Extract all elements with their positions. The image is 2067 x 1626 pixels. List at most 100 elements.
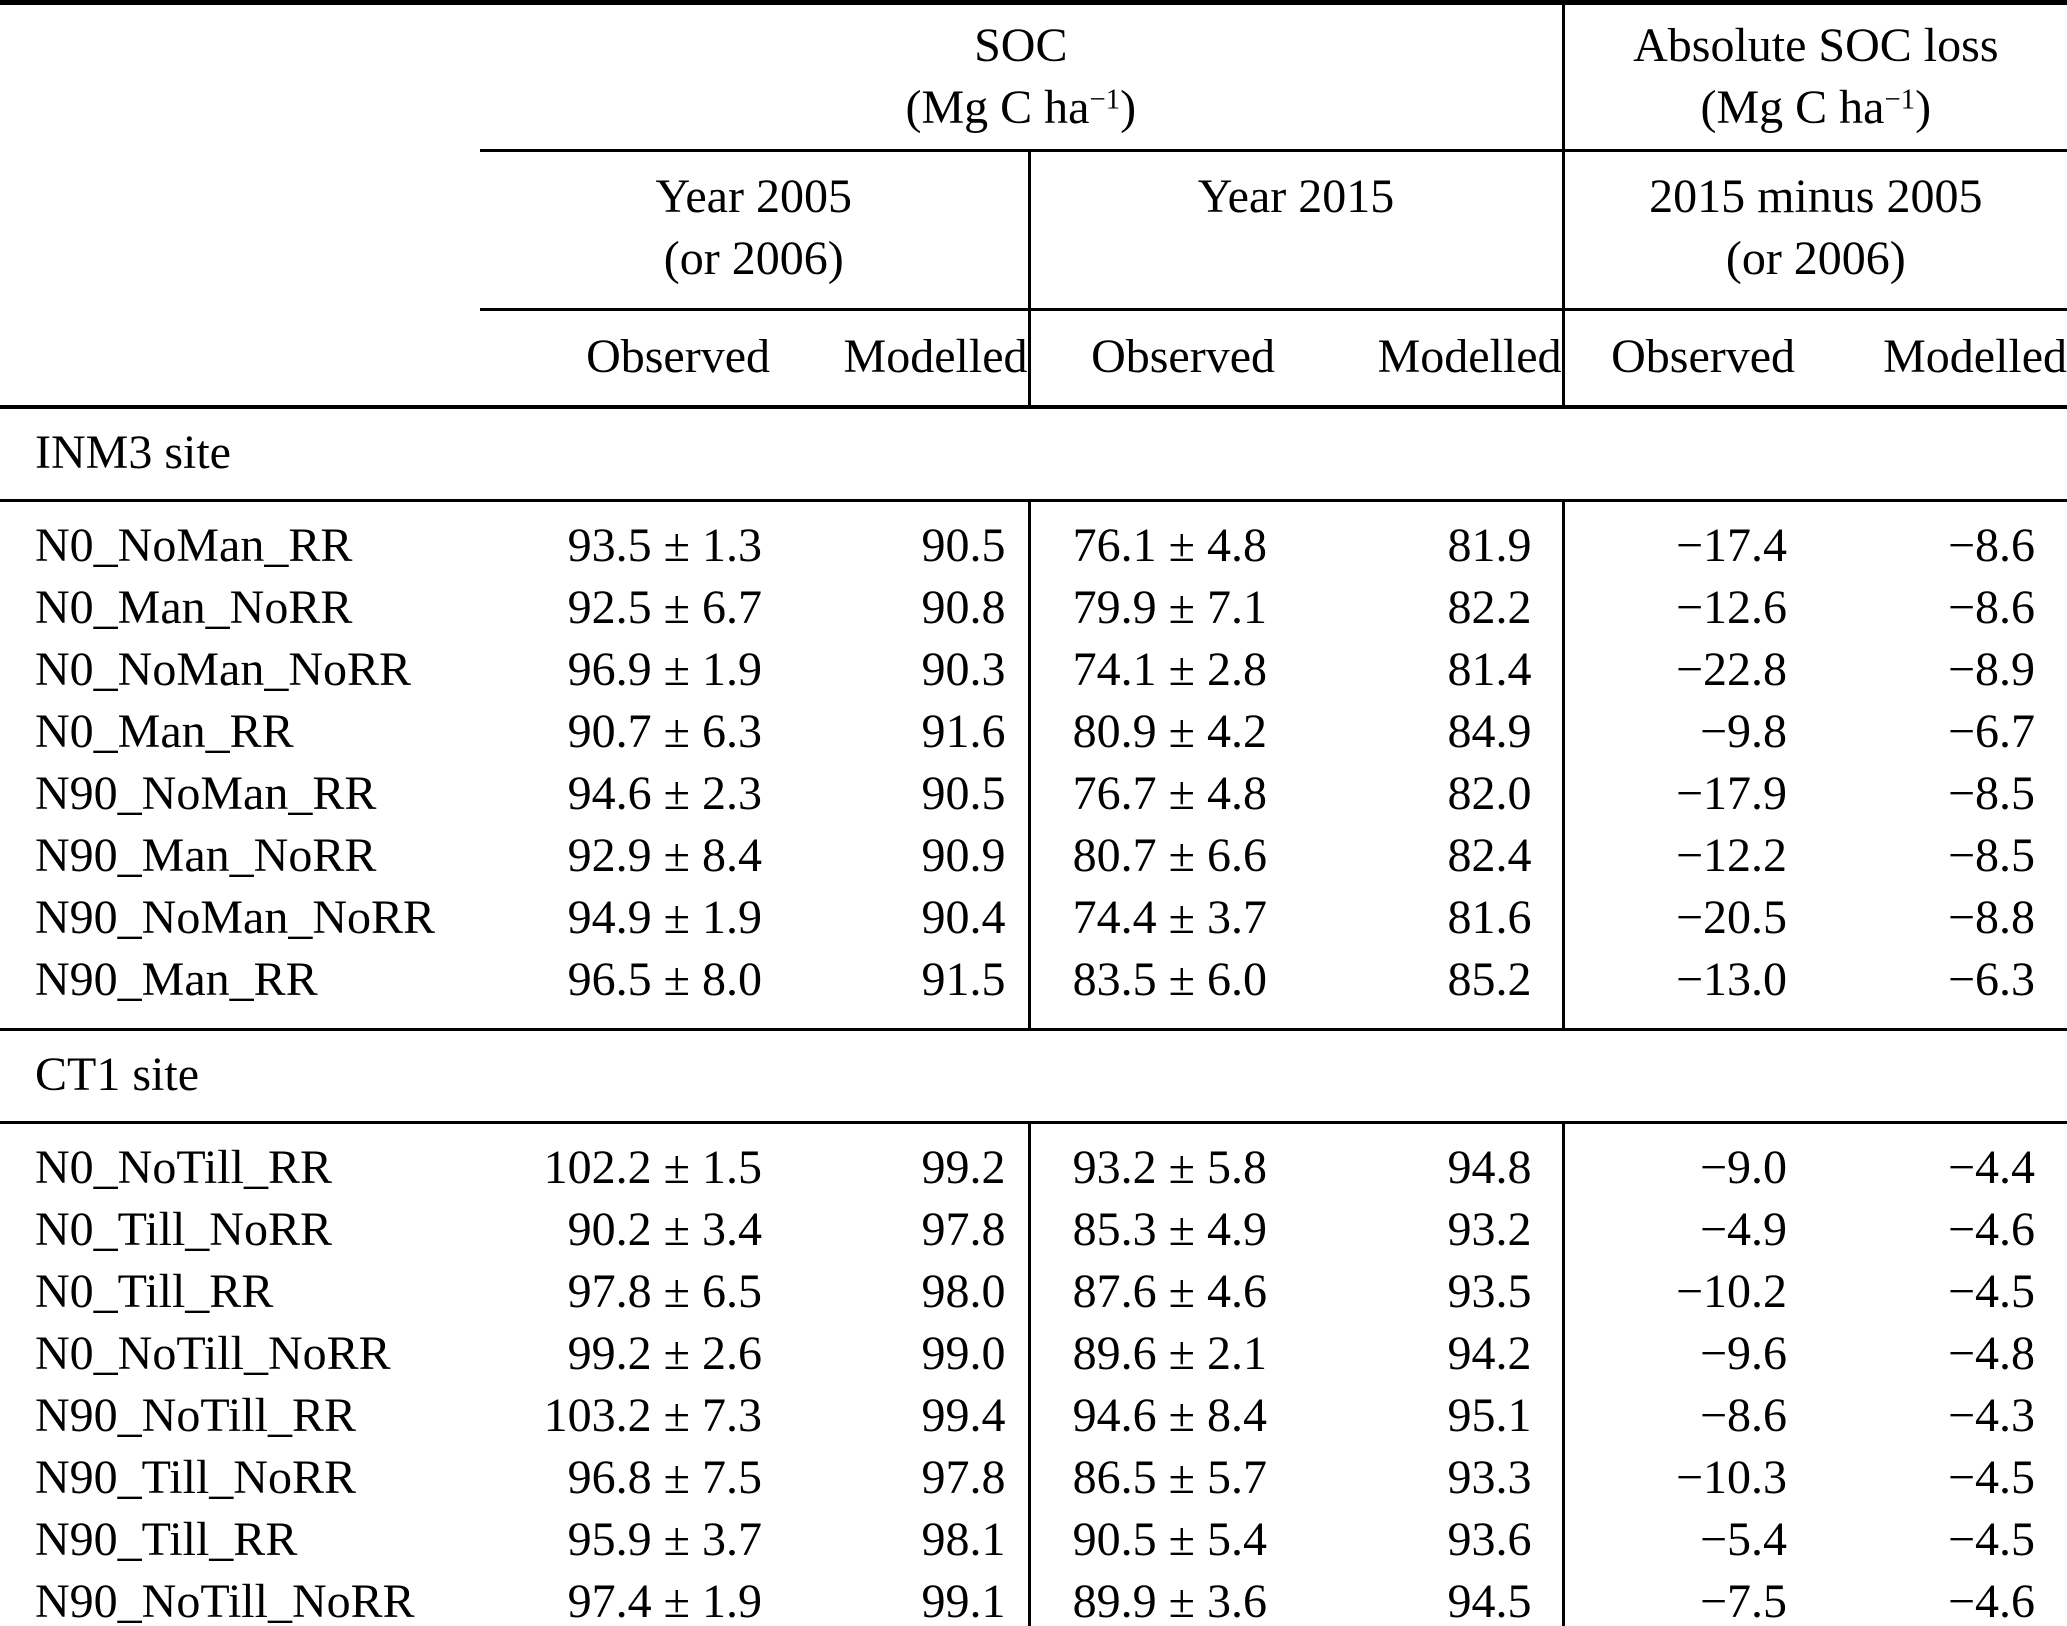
cell-loss-modelled: −8.5: [1947, 767, 2036, 820]
cell-loss-modelled: −8.8: [1947, 891, 2036, 944]
row-label: N0_NoTill_RR: [35, 1141, 332, 1194]
cell-loss-observed: −7.5: [1561, 1571, 1796, 1626]
row-label: N0_Man_NoRR: [35, 581, 353, 634]
colh-2005-modelled: Modelled: [770, 309, 1029, 409]
cell-2005-modelled: 90.4: [921, 891, 1006, 944]
cell-2005-observed: 94.6 ± 2.3: [567, 767, 762, 820]
cell-2015-modelled: 93.3: [1447, 1451, 1532, 1504]
cell-2015-modelled: 81.6: [1447, 891, 1532, 944]
cell-2005-modelled: 90.5: [921, 519, 1006, 572]
subheader-loss-period: 2015 minus 2005 (or 2006): [1561, 150, 2067, 311]
cell-loss-observed: −9.6: [1561, 1323, 1796, 1385]
table-row: N0_NoTill_RR 102.2 ± 1.5 99.2 93.2 ± 5.8 94.…: [0, 1122, 2067, 1199]
cell-2015-observed: 74.4 ± 3.7: [1027, 887, 1275, 949]
cell-2015-observed: 74.1 ± 2.8: [1027, 639, 1275, 701]
cell-2005-observed: 94.9 ± 1.9: [567, 891, 762, 944]
colh-2015-observed: Observed: [1027, 309, 1275, 409]
cell-loss-observed: −13.0: [1561, 949, 1796, 1030]
table-row: N90_Man_NoRR 92.9 ± 8.4 90.9 80.7 ± 6.6 82.4…: [0, 825, 2067, 887]
cell-2015-observed: 87.6 ± 4.6: [1027, 1261, 1275, 1323]
cell-loss-observed: −12.2: [1561, 825, 1796, 887]
colh-2015-modelled: Modelled: [1275, 309, 1564, 409]
cell-2015-observed: 80.9 ± 4.2: [1027, 701, 1275, 763]
cell-loss-observed: −17.4: [1561, 500, 1796, 577]
table-row: N90_NoMan_RR 94.6 ± 2.3 90.5 76.7 ± 4.8 82.0…: [0, 763, 2067, 825]
cell-loss-modelled: −4.6: [1947, 1203, 2036, 1256]
cell-loss-observed: −9.8: [1561, 701, 1796, 763]
table-row: N0_NoMan_NoRR 96.9 ± 1.9 90.3 74.1 ± 2.8 81.…: [0, 639, 2067, 701]
cell-loss-observed: −17.9: [1561, 763, 1796, 825]
cell-2005-modelled: 99.4: [921, 1389, 1006, 1442]
subgroup-header-row: Year 2005 (or 2006) Year 2015 2015 minus…: [0, 150, 2067, 311]
cell-loss-observed: −4.9: [1561, 1199, 1796, 1261]
cell-2005-observed: 103.2 ± 7.3: [543, 1389, 762, 1442]
cell-2015-observed: 86.5 ± 5.7: [1027, 1447, 1275, 1509]
cell-2015-observed: 93.2 ± 5.8: [1027, 1122, 1275, 1199]
table-row: N0_NoMan_RR 93.5 ± 1.3 90.5 76.1 ± 4.8 81.9−…: [0, 500, 2067, 577]
cell-loss-modelled: −4.5: [1947, 1513, 2036, 1566]
cell-2005-modelled: 90.5: [921, 767, 1006, 820]
cell-2015-observed: 94.6 ± 8.4: [1027, 1385, 1275, 1447]
cell-2005-observed: 95.9 ± 3.7: [567, 1513, 762, 1566]
cell-2015-observed: 76.1 ± 4.8: [1027, 500, 1275, 577]
cell-2005-modelled: 91.5: [921, 953, 1006, 1006]
cell-loss-observed: −9.0: [1561, 1122, 1796, 1199]
colh-2005-observed: Observed: [480, 309, 770, 409]
subheader-year-2015: Year 2015: [1027, 150, 1564, 311]
cell-2015-modelled: 93.5: [1447, 1265, 1532, 1318]
cell-2005-modelled: 99.1: [921, 1575, 1006, 1626]
cell-2005-observed: 99.2 ± 2.6: [567, 1327, 762, 1380]
table-row: N90_Till_NoRR 96.8 ± 7.5 97.8 86.5 ± 5.7 93.…: [0, 1447, 2067, 1509]
colh-loss-observed: Observed: [1561, 309, 1796, 409]
cell-2005-modelled: 90.3: [921, 643, 1006, 696]
section-title: INM3 site: [0, 407, 2067, 502]
soc-group-title: SOC: [974, 19, 1068, 72]
cell-2015-observed: 80.7 ± 6.6: [1027, 825, 1275, 887]
row-label: N90_NoMan_RR: [35, 767, 377, 820]
cell-loss-observed: −10.3: [1561, 1447, 1796, 1509]
cell-2005-modelled: 97.8: [921, 1203, 1006, 1256]
cell-2015-modelled: 94.8: [1447, 1141, 1532, 1194]
cell-2005-modelled: 99.2: [921, 1141, 1006, 1194]
row-label: N90_Man_NoRR: [35, 829, 377, 882]
cell-2005-observed: 96.8 ± 7.5: [567, 1451, 762, 1504]
cell-2015-modelled: 94.2: [1447, 1327, 1532, 1380]
row-label: N0_Till_RR: [35, 1265, 274, 1318]
section-header-row: CT1 site: [0, 1028, 2067, 1124]
cell-loss-modelled: −4.6: [1947, 1575, 2036, 1626]
cell-2005-observed: 97.8 ± 6.5: [567, 1265, 762, 1318]
cell-2015-observed: 90.5 ± 5.4: [1027, 1509, 1275, 1571]
table-row: N0_Till_NoRR 90.2 ± 3.4 97.8 85.3 ± 4.9 93.2…: [0, 1199, 2067, 1261]
cell-loss-modelled: −8.6: [1947, 519, 2036, 572]
loss-group-unit: (Mg C ha−1): [1700, 81, 1932, 134]
cell-loss-modelled: −4.5: [1947, 1451, 2036, 1504]
cell-loss-observed: −5.4: [1561, 1509, 1796, 1571]
cell-2005-modelled: 90.9: [921, 829, 1006, 882]
table-row: N0_Man_NoRR 92.5 ± 6.7 90.8 79.9 ± 7.1 82.2−…: [0, 577, 2067, 639]
cell-2015-modelled: 82.0: [1447, 767, 1532, 820]
loss-group-title: Absolute SOC loss: [1633, 19, 1999, 72]
cell-2005-modelled: 98.1: [921, 1513, 1006, 1566]
row-label: N0_NoTill_NoRR: [35, 1327, 391, 1380]
loss-group-header: Absolute SOC loss (Mg C ha−1): [1561, 2, 2067, 152]
cell-loss-observed: −12.6: [1561, 577, 1796, 639]
row-label: N0_NoMan_RR: [35, 519, 353, 572]
table-row: N90_NoTill_RR 103.2 ± 7.3 99.4 94.6 ± 8.4 95…: [0, 1385, 2067, 1447]
cell-2005-observed: 90.2 ± 3.4: [567, 1203, 762, 1256]
group-header-row: SOC (Mg C ha−1) Absolute SOC loss (Mg C …: [0, 2, 2067, 152]
row-label: N0_Man_RR: [35, 705, 294, 758]
row-label: N90_NoTill_RR: [35, 1389, 356, 1442]
cell-2005-modelled: 90.8: [921, 581, 1006, 634]
cell-2005-modelled: 99.0: [921, 1327, 1006, 1380]
column-header-row: Observed Modelled Observed Modelled Obse…: [0, 309, 2067, 409]
cell-2015-modelled: 93.2: [1447, 1203, 1532, 1256]
cell-2005-observed: 92.5 ± 6.7: [567, 581, 762, 634]
cell-2015-modelled: 81.4: [1447, 643, 1532, 696]
cell-loss-observed: −20.5: [1561, 887, 1796, 949]
row-label: N0_NoMan_NoRR: [35, 643, 412, 696]
cell-2015-observed: 76.7 ± 4.8: [1027, 763, 1275, 825]
cell-2005-observed: 96.9 ± 1.9: [567, 643, 762, 696]
cell-2015-modelled: 82.2: [1447, 581, 1532, 634]
cell-2015-modelled: 84.9: [1447, 705, 1532, 758]
cell-loss-modelled: −4.4: [1947, 1141, 2036, 1194]
